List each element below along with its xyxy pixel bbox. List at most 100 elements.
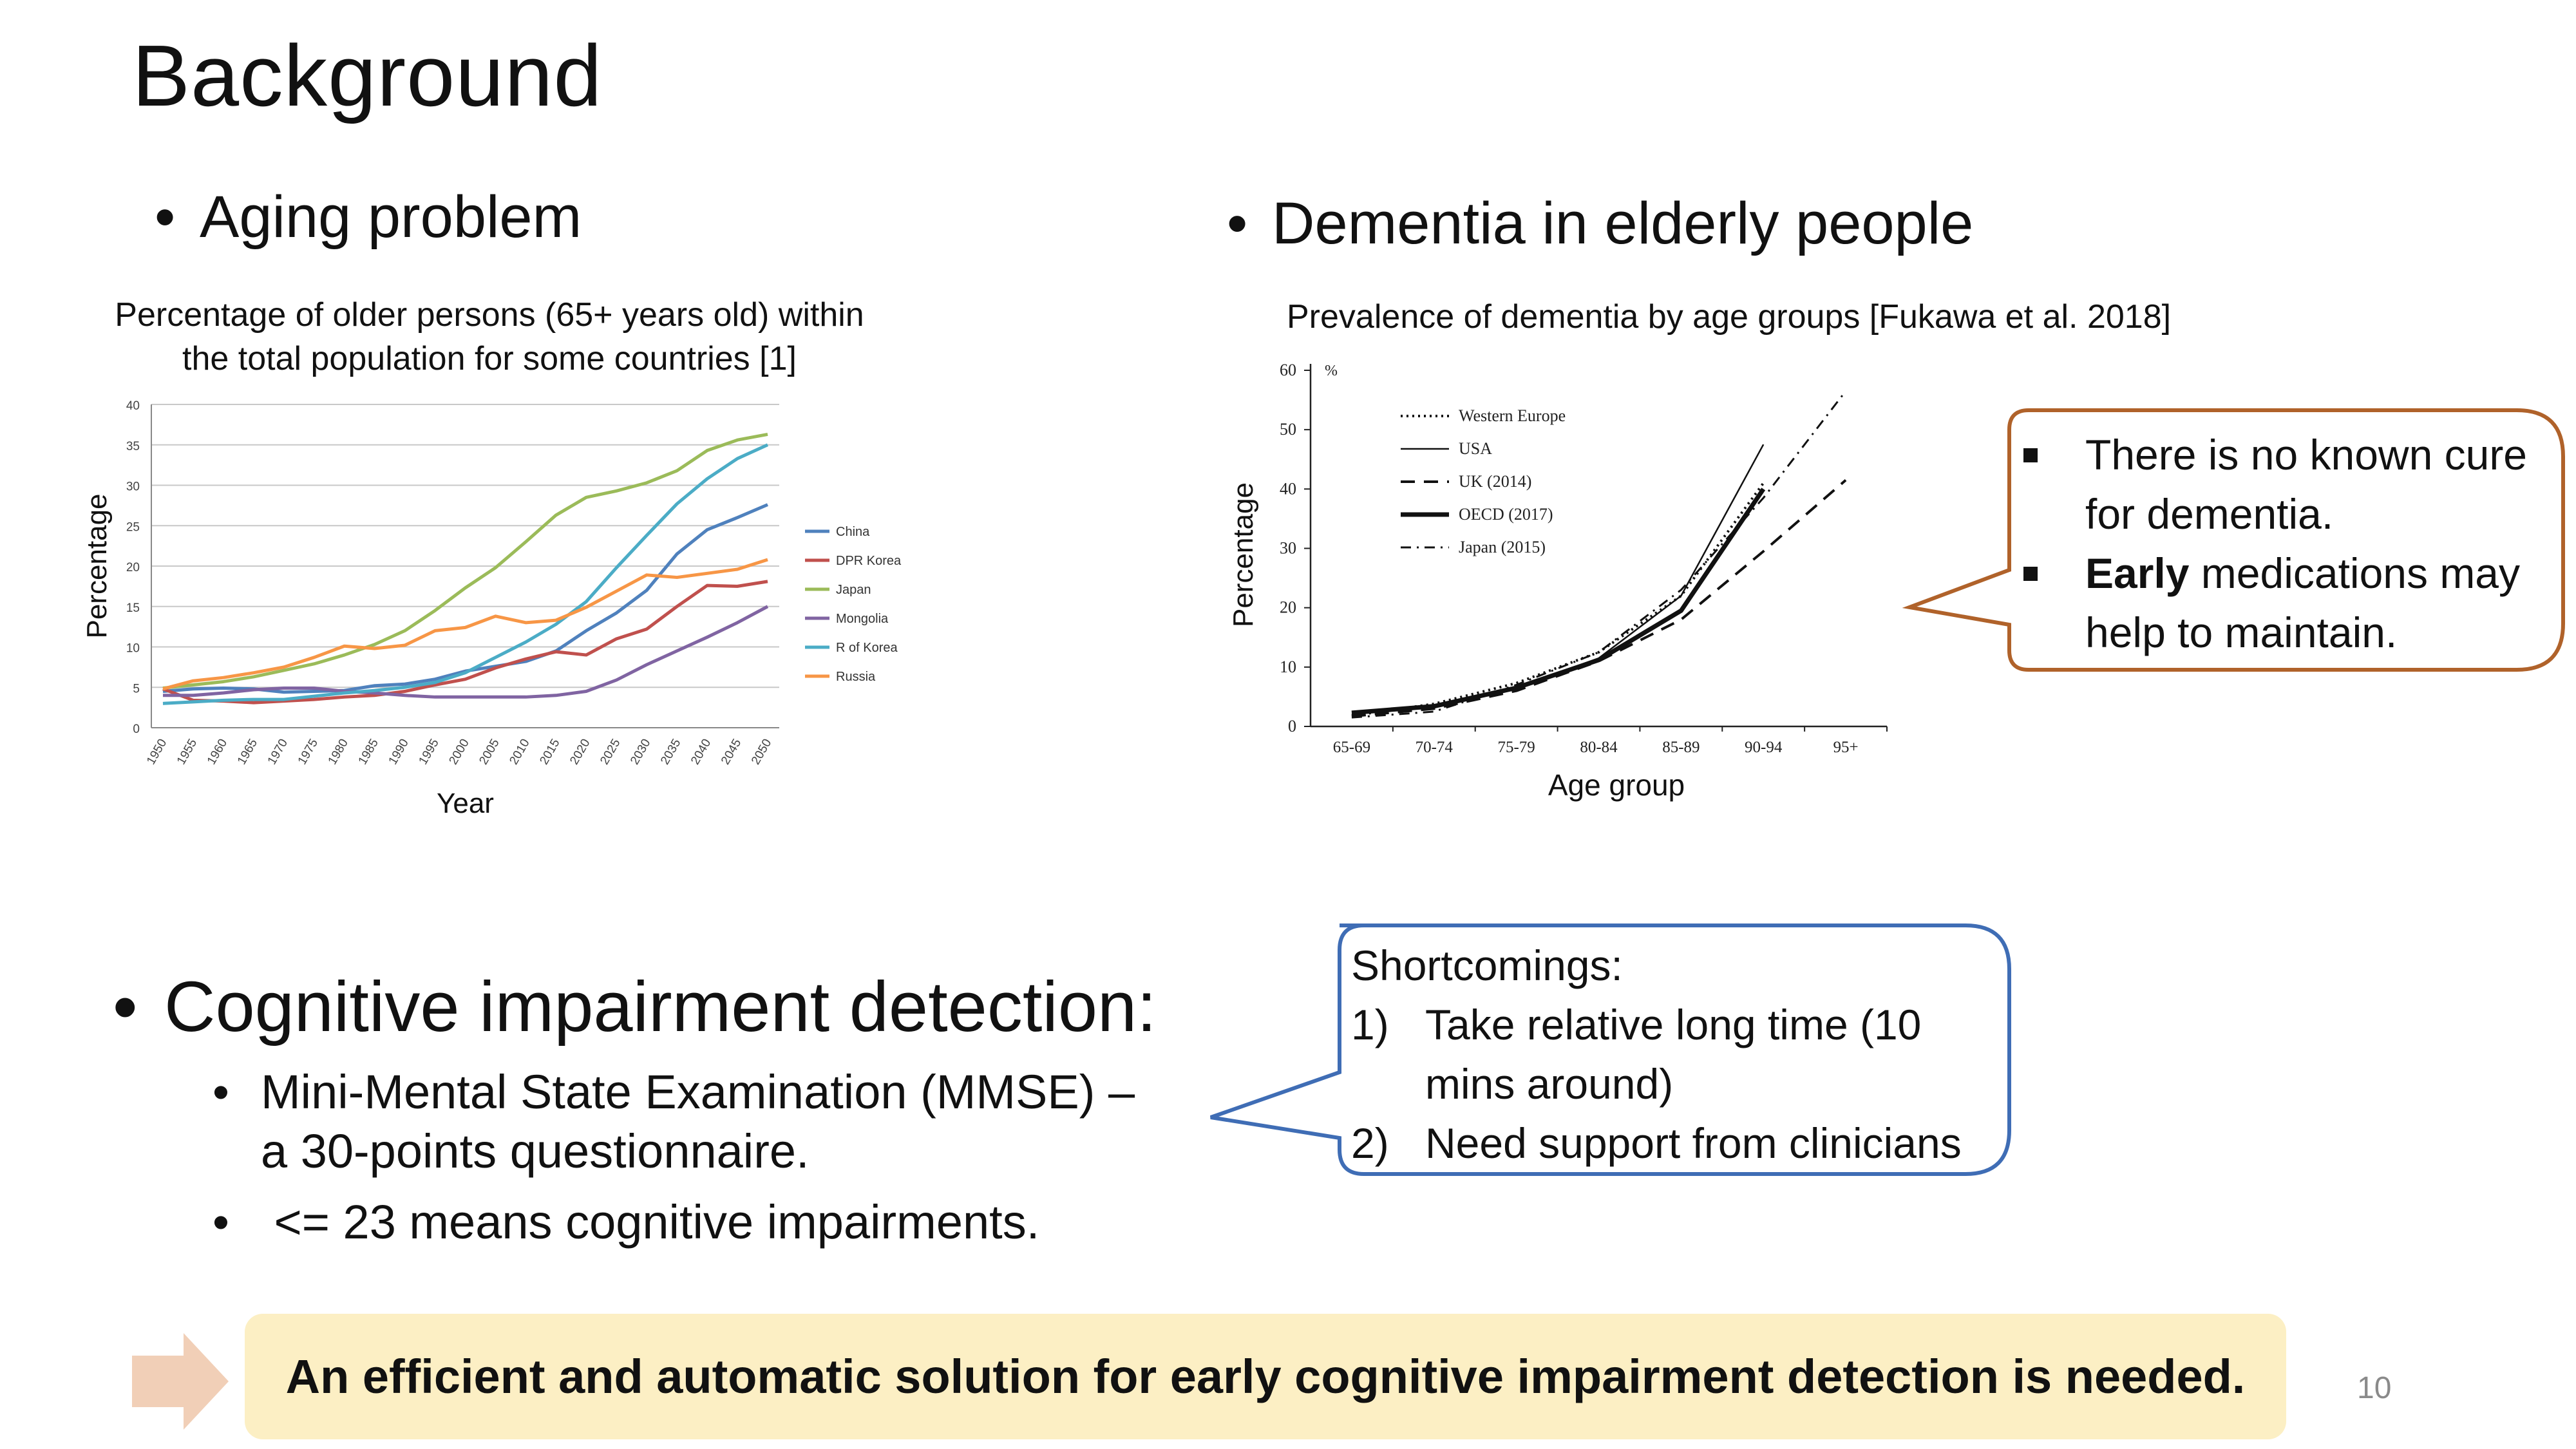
x-tick-label: 2045 — [719, 737, 744, 767]
y-tick-label: 50 — [1280, 420, 1296, 439]
item2-number: 2) — [1351, 1119, 1389, 1167]
x-tick-label: 2010 — [507, 737, 532, 767]
series-line-russia — [162, 558, 768, 691]
x-tick-label: 75-79 — [1497, 739, 1535, 756]
dementia-callout-shape — [1902, 408, 2565, 672]
conclusion-banner: An efficient and automatic solution for … — [245, 1314, 2286, 1439]
aging-problem-text: Aging problem — [200, 184, 582, 250]
item1-line2: mins around) — [1425, 1060, 1674, 1108]
callout-border — [1902, 408, 2565, 672]
aging-caption-line2: the total population for some countries … — [182, 340, 797, 377]
y-tick-label: 20 — [126, 561, 140, 574]
x-tick-label: 2020 — [567, 737, 592, 767]
y-tick-label: 40 — [1280, 479, 1296, 498]
y-tick-label: 5 — [133, 682, 140, 696]
x-tick-label: 1950 — [144, 737, 169, 767]
x-tick-label: 65-69 — [1333, 739, 1370, 756]
callout-line4: help to maintain. — [2085, 609, 2398, 656]
bullet-dot: • — [113, 967, 138, 1046]
legend-label: Western Europe — [1459, 406, 1566, 425]
x-tick-label: 1995 — [417, 737, 442, 767]
y-tick-label: 40 — [126, 399, 140, 413]
y-axis-label: Percentage — [81, 493, 113, 638]
aging-chart-caption: Percentage of older persons (65+ years o… — [90, 293, 889, 381]
series-line-r-of-korea — [162, 443, 769, 705]
item1-line1: Take relative long time (10 — [1425, 1001, 1922, 1048]
shortcomings-callout-shape — [1210, 923, 2011, 1176]
bullet-dot: • — [1227, 191, 1248, 256]
legend-label: China — [836, 525, 870, 539]
shortcomings-callout: Shortcomings: 1) Take relative long time… — [1351, 936, 2021, 1173]
conclusion-text: An efficient and automatic solution for … — [285, 1350, 2246, 1403]
y-tick-label: 30 — [1280, 539, 1296, 558]
aging-caption-line1: Percentage of older persons (65+ years o… — [115, 296, 864, 334]
dementia-bullet-text: Dementia in elderly people — [1272, 191, 1974, 256]
legend-label: Mongolia — [836, 612, 889, 626]
x-tick-label: 1955 — [175, 737, 200, 767]
series-line-dpr-korea — [162, 580, 768, 705]
cognitive-bullet-text: Cognitive impairment detection: — [164, 967, 1157, 1046]
dementia-callout: There is no known cure for dementia. Ear… — [2023, 425, 2528, 662]
page-number: 10 — [2357, 1371, 2392, 1405]
x-tick-label: 1965 — [235, 737, 260, 767]
x-tick-label: 1980 — [326, 737, 351, 767]
item1-number: 1) — [1351, 1001, 1389, 1048]
legend-label: DPR Korea — [836, 554, 902, 568]
callout-bold-word: Early — [2085, 549, 2190, 597]
x-tick-label: 2015 — [537, 737, 562, 767]
x-tick-label: 80-84 — [1580, 739, 1618, 756]
legend-label: UK (2014) — [1459, 472, 1531, 491]
y-tick-label: 10 — [1280, 658, 1296, 676]
y-tick-label: 15 — [126, 601, 140, 615]
bullet-dot: • — [213, 1065, 229, 1119]
x-tick-label: 2005 — [477, 737, 502, 767]
slide-title: Background — [132, 27, 603, 124]
y-axis-label: Percentage — [1227, 482, 1259, 627]
legend-label: Japan — [836, 583, 871, 597]
series-line-uk-2014- — [1351, 478, 1847, 718]
x-tick-label: 85-89 — [1662, 739, 1700, 756]
x-tick-label: 1990 — [386, 737, 412, 767]
y-tick-label: 25 — [126, 520, 140, 534]
shortcomings-heading: Shortcomings: — [1351, 942, 1623, 989]
y-tick-label: 35 — [126, 440, 140, 453]
x-tick-label: 2030 — [628, 737, 653, 767]
right-arrow-icon — [132, 1333, 229, 1430]
shortcoming-item-2: 2) Need support from clinicians — [1351, 1113, 2021, 1173]
callout-line1: There is no known cure — [2085, 431, 2528, 478]
y-tick-label: 20 — [1280, 598, 1296, 617]
x-axis-label: Year — [437, 788, 494, 819]
item2-text: Need support from clinicians — [1425, 1119, 1962, 1167]
series-line-china — [162, 503, 768, 694]
x-tick-label: 1975 — [296, 737, 321, 767]
square-bullet-icon — [2023, 567, 2038, 581]
legend-label: Russia — [836, 670, 876, 684]
callout-item-2: Early medications may help to maintain. — [2023, 544, 2527, 662]
cognitive-bullet: • Cognitive impairment detection: — [113, 966, 1157, 1048]
series-line-japan — [162, 432, 768, 690]
y-tick-label: 0 — [1288, 717, 1296, 735]
shortcoming-item-1: 1) Take relative long time (10 mins arou… — [1351, 995, 2021, 1113]
x-tick-label: 2035 — [658, 737, 683, 767]
legend-label: OECD (2017) — [1459, 505, 1553, 524]
y-tick-label: 30 — [126, 480, 140, 494]
dementia-chart-caption: Prevalence of dementia by age groups [Fu… — [1287, 298, 2172, 336]
x-tick-label: 2050 — [749, 737, 774, 767]
x-tick-label: 1970 — [265, 737, 290, 767]
x-tick-label: 2000 — [447, 737, 472, 767]
series-line-japan-2015- — [1351, 390, 1847, 719]
callout-item-1: There is no known cure for dementia. — [2023, 425, 2528, 544]
y-tick-label: 0 — [133, 723, 140, 736]
mmse-line1: Mini-Mental State Examination (MMSE) – — [261, 1065, 1135, 1119]
bullet-dot: • — [213, 1195, 229, 1249]
x-tick-label: 70-74 — [1416, 739, 1454, 756]
series-line-mongolia — [163, 605, 769, 699]
threshold-text: <= 23 means cognitive impairments. — [261, 1195, 1040, 1249]
dementia-prevalence-chart: 0 10 20 30 40 50 60 % 65-69 70-74 75-79 80-84 85-89 9… — [1227, 361, 1888, 802]
x-tick-label: 2025 — [598, 737, 623, 767]
threshold-sub-bullet: • <= 23 means cognitive impairments. — [213, 1193, 1217, 1252]
legend-label: Japan (2015) — [1459, 538, 1546, 556]
x-tick-label: 95+ — [1833, 739, 1859, 756]
callout-line2: for dementia. — [2085, 490, 2334, 538]
legend-label: USA — [1459, 439, 1492, 458]
